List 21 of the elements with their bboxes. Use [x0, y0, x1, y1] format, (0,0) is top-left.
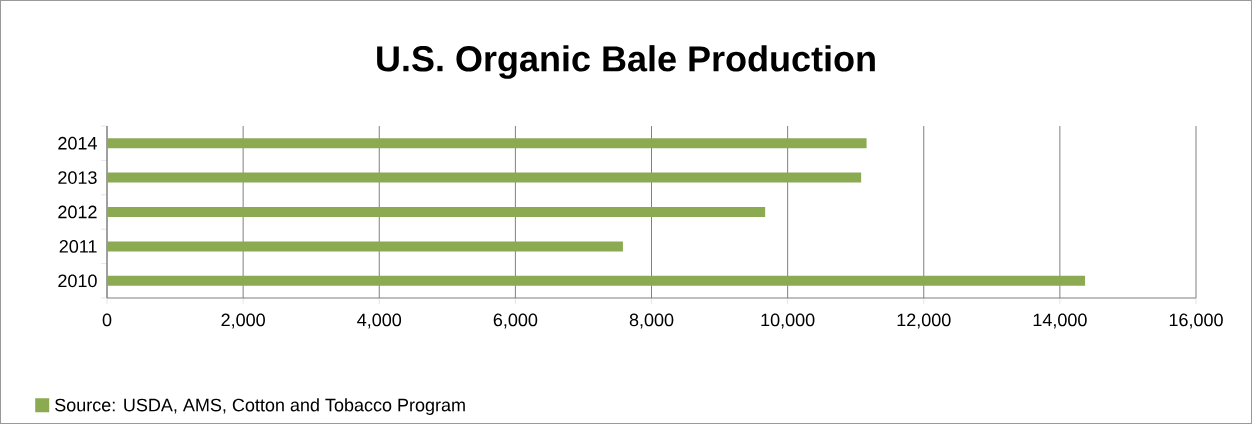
- bar: [107, 138, 867, 149]
- bar: [107, 241, 623, 252]
- y-tick-label: 2011: [59, 240, 97, 253]
- x-tick-label: 16,000: [1169, 313, 1223, 329]
- y-tick-label: 2014: [58, 136, 97, 150]
- x-tick-label: 10,000: [761, 313, 815, 329]
- x-tick-label: 6,000: [493, 313, 538, 329]
- y-tick-label: 2013: [58, 171, 97, 184]
- bar: [107, 172, 862, 183]
- y-tick-label: 2010: [58, 274, 97, 288]
- bar: [107, 275, 1086, 286]
- x-tick-label: 12,000: [897, 313, 951, 329]
- x-tick-label: 2,000: [221, 313, 265, 329]
- chart-title: U.S. Organic Bale Production: [377, 45, 875, 79]
- y-tick-label: 2012: [58, 205, 97, 219]
- x-tick-label: 4,000: [357, 313, 402, 329]
- x-tick-label: 14,000: [1033, 313, 1087, 329]
- legend-label: Source: USDA, AMS, Cotton and Tobacco Program: [55, 398, 465, 415]
- x-tick-label: 8,000: [629, 313, 674, 329]
- bar: [107, 207, 766, 217]
- x-tick-label: 0: [102, 313, 112, 327]
